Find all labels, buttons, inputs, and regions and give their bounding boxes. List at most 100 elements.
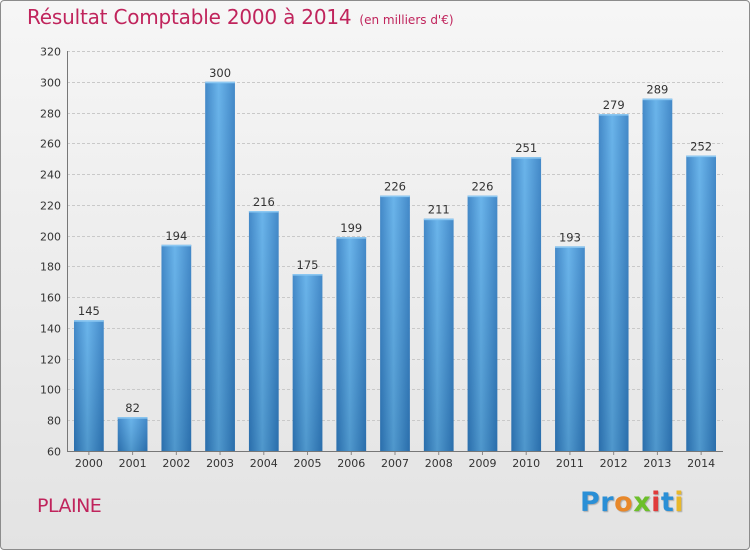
y-tick-label: 100 [40,384,61,397]
value-label: 194 [165,229,187,243]
proxiti-logo: Proxiti [580,487,684,518]
value-label: 252 [690,140,712,154]
y-tick-label: 160 [40,292,61,305]
bar-2012 [598,114,629,452]
bar-shade [511,157,542,451]
y-tick-label: 300 [40,77,61,90]
bar-top-highlight [336,237,367,239]
value-label: 211 [428,203,450,217]
chart-title-block: Résultat Comptable 2000 à 2014 (en millie… [27,5,454,29]
bar-top-highlight [467,195,498,198]
value-label: 199 [340,221,362,235]
logo-letter: i [651,487,661,518]
bar-shade [423,218,454,451]
logo-letter: i [674,487,685,518]
y-tick-label: 60 [47,446,61,459]
logo-letter: o [614,487,634,518]
bar-top-highlight [511,157,542,159]
value-label: 193 [559,230,581,244]
bar-top-highlight [423,218,454,221]
value-label: 279 [603,98,625,112]
bar-top-highlight [73,320,104,322]
x-tick-label: 2009 [468,457,496,470]
bar-2004 [248,211,279,451]
bar-shade [686,155,717,451]
x-tick-label: 2011 [556,457,584,470]
value-label: 145 [78,304,100,318]
bar-2011 [555,246,585,451]
bar-2014 [686,155,717,451]
x-tick-label: 2001 [119,457,147,470]
x-tick-label: 2007 [381,457,409,470]
value-label: 300 [209,66,231,80]
value-label: 216 [253,195,275,209]
x-tick-label: 2012 [600,457,628,470]
bar-shade [292,274,323,451]
bar-2003 [205,81,235,452]
bar-2009 [467,195,498,451]
bar-2010 [511,157,542,451]
x-tick-label: 2013 [643,457,671,470]
bar-shade [161,244,192,451]
y-tick-label: 320 [40,46,61,59]
y-tick-label: 220 [40,200,61,213]
bar-2007 [380,195,410,451]
bar-top-highlight [292,274,323,276]
bar-2000 [73,320,104,451]
bar-layer [73,81,717,452]
x-tick-label: 2014 [687,457,715,470]
bar-top-highlight [598,114,629,116]
value-label: 289 [646,83,668,97]
value-label: 82 [125,401,140,415]
bar-top-highlight [555,246,585,248]
y-tick-label: 240 [40,169,61,182]
bar-2006 [336,237,367,451]
bar-shade [73,320,104,451]
y-tick-label: 140 [40,323,61,336]
x-tick-label: 2003 [206,457,234,470]
bar-2005 [292,274,323,451]
bar-2002 [161,244,192,451]
bar-shade [117,417,148,451]
y-tick-label: 280 [40,108,61,121]
bar-shade [336,237,367,451]
axis-layer: 60 80 100 120 140 160 180 200 220 240 260 280 300 320… [40,46,723,470]
value-label: 251 [515,141,537,155]
bar-2013 [642,98,673,451]
bar-top-highlight [161,244,192,247]
y-tick-label: 260 [40,138,61,151]
y-tick-label: 180 [40,261,61,274]
logo-letter: P [580,487,601,518]
bar-top-highlight [248,211,279,213]
bar-top-highlight [380,195,410,198]
x-tick-label: 2008 [425,457,453,470]
commune-name: PLAINE [37,495,102,517]
bar-2008 [423,218,454,451]
bar-top-highlight [642,98,673,101]
y-tick-label: 200 [40,231,61,244]
bar-shade [380,195,410,451]
bar-top-highlight [117,417,148,419]
bar-shade [555,246,585,451]
chart-unit: (en milliers d'€) [359,13,454,27]
logo-letter: r [600,487,615,518]
bar-2001 [117,417,148,451]
bar-shade [248,211,279,451]
bar-shade [642,98,673,451]
x-tick-label: 2002 [162,457,190,470]
bar-shade [205,81,235,452]
x-tick-label: 2004 [250,457,278,470]
value-label: 226 [384,180,406,194]
bar-shade [467,195,498,451]
bar-top-highlight [686,155,717,158]
bar-top-highlight [205,81,235,84]
bar-shade [598,114,629,452]
x-tick-label: 2010 [512,457,540,470]
x-tick-label: 2006 [337,457,365,470]
label-layer: 145 82 194 300 216 175 199 226 211 226 251 193 279 28… [78,66,712,415]
x-tick-label: 2000 [75,457,103,470]
x-tick-label: 2005 [294,457,322,470]
value-label: 175 [297,258,319,272]
